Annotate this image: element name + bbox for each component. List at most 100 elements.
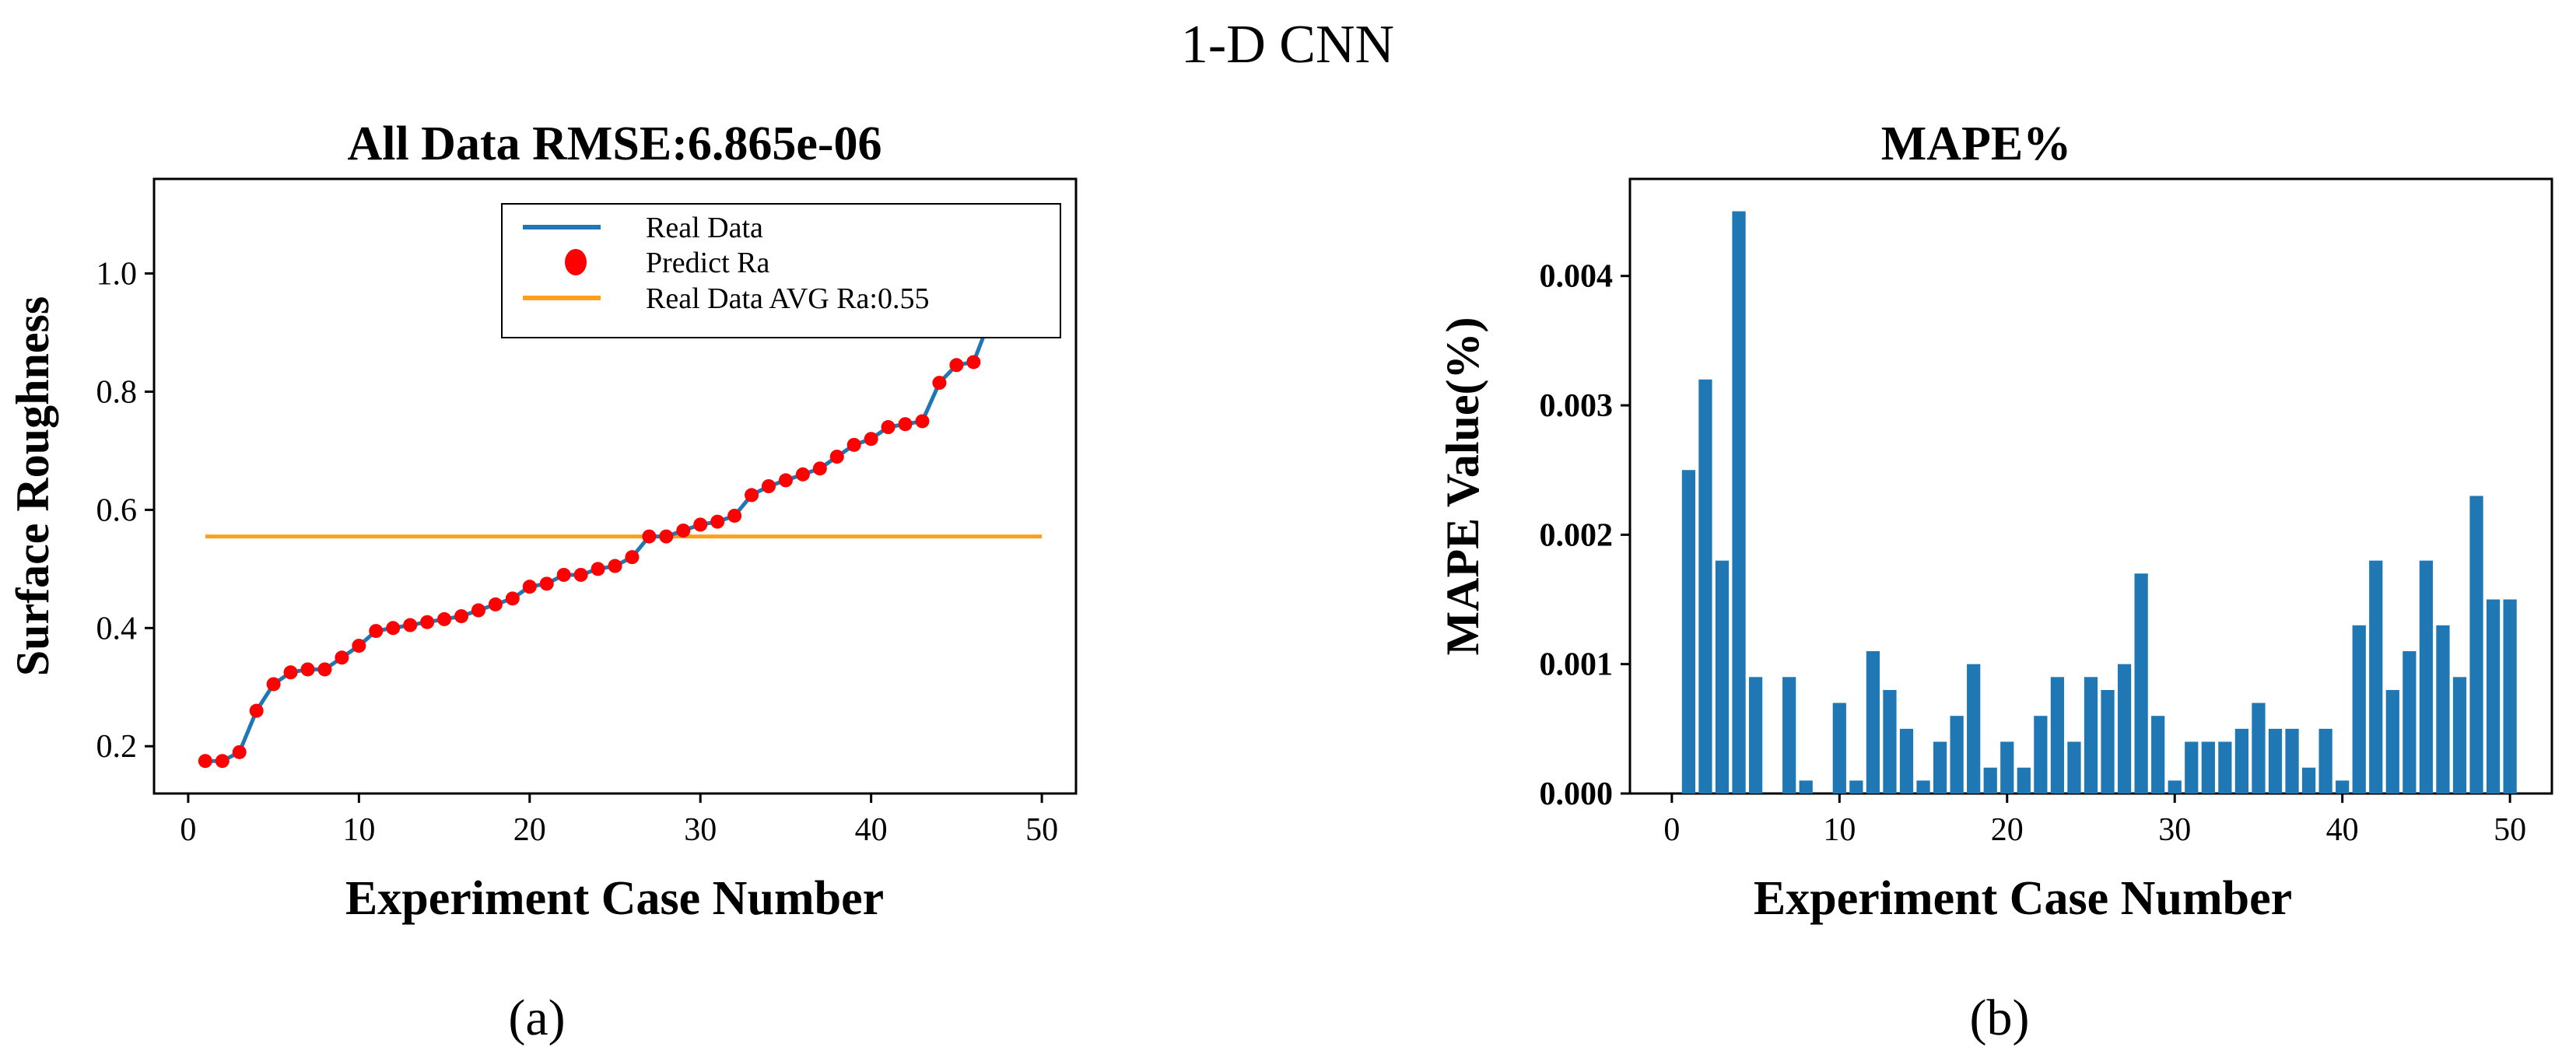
mape-bar <box>2117 664 2132 794</box>
mape-bar <box>2452 677 2467 794</box>
mape-bar <box>2101 689 2115 794</box>
chart-a-xlabel: Experiment Case Number <box>345 872 884 925</box>
predict-point <box>369 624 384 639</box>
predict-point <box>488 597 503 611</box>
predict-point <box>710 514 725 529</box>
mape-bar <box>1983 767 1997 794</box>
mape-bar <box>2419 560 2434 794</box>
predict-point <box>846 437 861 452</box>
panel-a-line-chart: All Data RMSE:6.865e-06 0.20.40.60.81.0 … <box>7 117 1078 1046</box>
predict-point <box>266 677 281 692</box>
mape-bar <box>2268 728 2283 794</box>
legend-predict-label: Predict Ra <box>646 247 769 279</box>
mape-bar <box>2151 716 2165 794</box>
predict-point <box>317 662 332 677</box>
predict-point <box>915 414 930 429</box>
predict-point <box>898 417 913 432</box>
predict-point <box>642 529 657 544</box>
predict-point <box>198 754 212 769</box>
predict-point <box>300 662 315 677</box>
x-tick-label: 40 <box>2326 812 2359 848</box>
chart-b-y-ticks: 0.000 0.001 0.002 0.003 0.004 <box>1540 259 1630 812</box>
panel-a-label: (a) <box>508 990 565 1046</box>
x-tick-label: 20 <box>1991 812 2024 848</box>
mape-bar <box>2469 496 2483 794</box>
chart-a-ylabel: Surface Roughness <box>7 296 58 676</box>
predict-point <box>932 376 947 391</box>
mape-bar <box>2369 560 2383 794</box>
y-tick-label: 0.004 <box>1540 259 1614 295</box>
predict-point <box>829 450 844 464</box>
y-tick-label: 0.2 <box>96 729 138 765</box>
predict-point <box>437 611 452 626</box>
x-tick-label: 0 <box>180 812 196 848</box>
predict-point <box>249 703 264 718</box>
y-tick-label: 0.001 <box>1540 647 1614 683</box>
y-tick-label: 0.003 <box>1540 388 1614 424</box>
mape-bar <box>2385 689 2399 794</box>
predict-point <box>727 508 742 523</box>
mape-bar <box>1698 379 1712 794</box>
mape-bar <box>2185 741 2199 794</box>
x-tick-label: 50 <box>2494 812 2526 848</box>
x-tick-label: 0 <box>1663 812 1680 848</box>
predict-point <box>693 517 708 532</box>
x-tick-label: 40 <box>855 812 888 848</box>
chart-a-marks <box>198 243 1044 769</box>
mape-bar <box>1799 780 1813 794</box>
predict-point <box>215 754 230 769</box>
legend-avg-label: Real Data AVG Ra:0.55 <box>646 282 929 315</box>
predict-point <box>471 603 485 618</box>
predict-point <box>505 591 520 606</box>
mape-bar <box>2285 728 2299 794</box>
chart-b-ylabel: MAPE Value(%) <box>1437 317 1488 656</box>
chart-b-title: MAPE% <box>1881 117 2072 170</box>
predict-point <box>352 639 366 653</box>
y-tick-label: 0.002 <box>1540 517 1614 553</box>
x-tick-label: 20 <box>513 812 546 848</box>
mape-bar <box>1883 689 1897 794</box>
mape-bar <box>1732 211 1746 794</box>
predict-point <box>881 420 895 435</box>
chart-b-marks <box>1681 211 2517 794</box>
predict-point <box>949 358 964 373</box>
predict-point <box>386 621 401 636</box>
mape-bar <box>1933 741 1947 794</box>
legend-real-data-label: Real Data <box>646 212 763 244</box>
predict-point <box>283 665 298 680</box>
predict-point <box>745 488 759 503</box>
predict-point <box>335 650 349 665</box>
predict-point <box>454 609 468 624</box>
chart-a-legend: Real Data Predict Ra Real Data AVG Ra:0.… <box>501 203 1061 338</box>
figure-title: 1-D CNN <box>1181 15 1394 75</box>
mape-bar <box>2000 741 2014 794</box>
chart-b-x-ticks: 0 10 20 30 40 50 <box>1663 794 2526 848</box>
predict-point <box>778 473 793 488</box>
mape-bar <box>2436 625 2450 794</box>
predict-point <box>795 467 810 482</box>
mape-bar <box>1916 780 1930 794</box>
mape-bar <box>2050 677 2065 794</box>
predict-point <box>864 432 878 447</box>
chart-a-y-ticks: 0.2 0.4 0.6 0.8 1.0 <box>96 257 154 765</box>
mape-bar <box>2486 599 2501 794</box>
chart-a-title: All Data RMSE:6.865e-06 <box>347 117 881 170</box>
predict-point <box>966 355 981 370</box>
mape-bar <box>1950 716 1964 794</box>
predict-point <box>625 550 640 565</box>
mape-bar <box>1866 651 1880 794</box>
mape-bar <box>1715 560 1730 794</box>
mape-bar <box>1681 470 1696 794</box>
y-tick-label: 0.000 <box>1540 776 1614 812</box>
panel-b-bar-chart: MAPE% 0.000 0.001 0.002 0.003 0.004 0 10 20 30 4… <box>1437 117 2553 1046</box>
predict-point <box>608 559 622 573</box>
predict-point <box>762 479 776 493</box>
mape-bar <box>2403 651 2417 794</box>
panel-b-label: (b) <box>1970 990 2030 1046</box>
x-tick-label: 30 <box>684 812 717 848</box>
mape-bar <box>1849 780 1863 794</box>
mape-bar <box>2201 741 2215 794</box>
mape-bar <box>2252 702 2266 794</box>
mape-bar <box>2301 767 2316 794</box>
